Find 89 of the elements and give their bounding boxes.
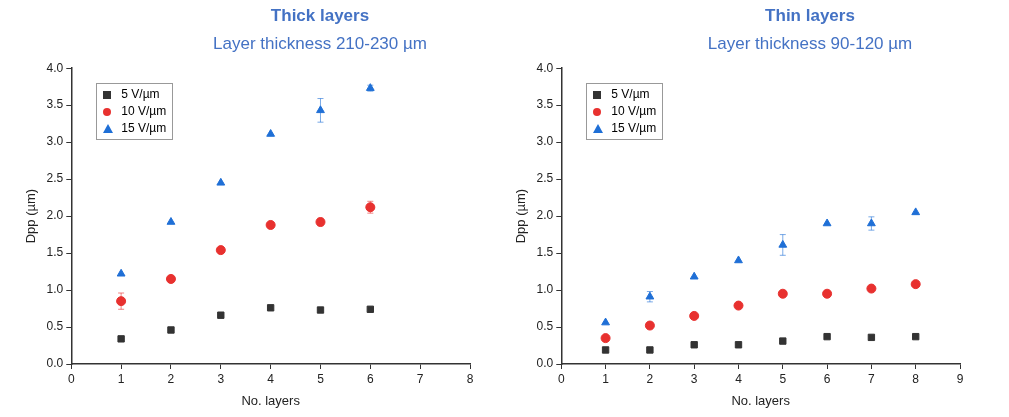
y-tick-label: 2.0 [46,208,64,223]
point [166,217,176,225]
point [823,332,831,341]
point [910,279,921,290]
point [116,268,126,277]
y-tick-label: 3.0 [536,134,554,149]
point [266,129,276,137]
y-tick-label: 0.5 [46,319,64,334]
point [777,288,788,299]
x-tick-label: 1 [602,371,610,386]
y-tick-label: 3.0 [46,134,64,149]
point [689,310,700,321]
y-tick-label: 2.5 [536,171,554,186]
point [600,333,611,344]
x-tick-label: 4 [735,371,743,386]
x-tick-label: 8 [466,371,474,386]
y-tick-label: 0.0 [46,356,64,371]
point [734,341,743,349]
point [646,346,654,354]
x-tick-label: 8 [912,371,920,386]
point [316,105,325,114]
y-tick-label: 1.5 [46,245,64,260]
chart-subtitle: Layer thickness 210-230 µm [212,34,428,54]
x-tick-label: 9 [956,371,964,386]
x-axis-title: No. layers [241,392,301,408]
point [822,288,833,299]
point [265,219,276,230]
point [316,306,325,314]
y-tick-label: 1.0 [46,282,64,297]
chart-title: Thick layers [269,6,371,26]
point [644,320,655,331]
y-tick-label: 1.5 [536,245,554,260]
point [911,207,921,216]
point [734,255,743,264]
point [912,332,920,341]
x-tick-label: 4 [267,371,275,386]
x-tick-label: 5 [779,371,787,386]
x-tick-label: 6 [366,371,374,386]
point [867,333,876,342]
point [215,245,226,256]
y-tick-label: 1.0 [536,282,554,297]
point [217,311,225,319]
y-axis-title: Dpp (µm) [23,188,39,244]
x-tick-label: 6 [823,371,831,386]
x-tick-label: 7 [416,371,424,386]
point [689,271,699,280]
x-tick-label: 7 [868,371,876,386]
point [366,305,374,313]
point [216,177,226,186]
point [601,317,610,326]
x-tick-label: 1 [117,371,125,386]
x-tick-label: 0 [557,371,565,386]
legend-label: 5 V/µm [611,86,650,104]
y-tick-label: 4.0 [46,60,64,75]
point [601,346,610,354]
point [116,296,127,307]
x-tick-label: 2 [646,371,654,386]
point [266,304,275,312]
point [822,218,832,227]
chart-title: Thin layers [764,6,856,26]
chart-subtitle: Layer thickness 90-120 µm [706,34,914,54]
y-tick-label: 2.5 [46,171,64,186]
legend-label: 15 V/µm [611,120,657,138]
legend-label: 5 V/µm [121,86,160,104]
point [690,341,698,349]
x-tick-label: 5 [317,371,325,386]
x-tick-label: 3 [690,371,698,386]
x-tick-label: 3 [217,371,225,386]
legend-label: 15 V/µm [121,120,167,138]
point [733,300,744,311]
y-tick-label: 0.5 [536,319,554,334]
y-tick-label: 2.0 [536,208,554,223]
y-tick-label: 3.5 [46,97,64,112]
point [165,273,176,284]
point [167,326,175,334]
point [779,337,787,345]
x-tick-label: 0 [67,371,75,386]
point [117,335,125,343]
legend-label: 10 V/µm [611,103,657,121]
x-tick-label: 2 [167,371,175,386]
y-tick-label: 0.0 [536,356,554,371]
y-tick-label: 4.0 [536,60,554,75]
point [778,239,788,248]
y-tick-label: 3.5 [536,97,554,112]
point [867,218,876,227]
legend-label: 10 V/µm [121,103,167,121]
point [866,283,877,294]
x-axis-title: No. layers [731,392,791,408]
y-axis-title: Dpp (µm) [513,188,529,244]
